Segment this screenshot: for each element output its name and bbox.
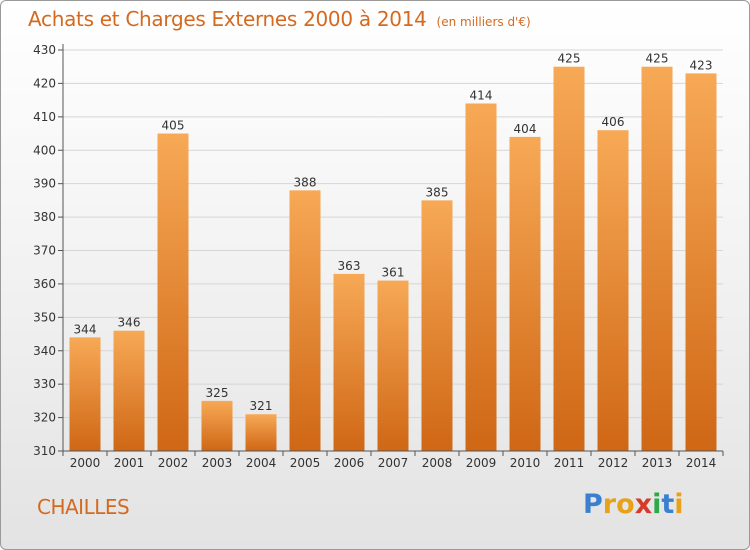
bar-2003 <box>201 400 233 451</box>
x-tick-label: 2000 <box>70 456 101 470</box>
y-tick-label: 400 <box>33 143 56 157</box>
data-label-2000: 344 <box>74 322 97 336</box>
bar-2005 <box>289 190 321 451</box>
logo-letter: P <box>583 489 603 520</box>
x-tick-label: 2001 <box>114 456 145 470</box>
bar-2000 <box>69 337 101 451</box>
chart-title: Achats et Charges Externes 2000 à 2014 <box>28 7 427 31</box>
bar-2009 <box>465 103 497 451</box>
y-tick-label: 390 <box>33 177 56 191</box>
data-label-2008: 385 <box>426 185 449 199</box>
y-tick-label: 370 <box>33 244 56 258</box>
x-tick-label: 2005 <box>290 456 321 470</box>
x-tick-label: 2002 <box>158 456 189 470</box>
y-tick-label: 360 <box>33 277 56 291</box>
logo-letter: t <box>661 489 675 520</box>
bar-2004 <box>245 414 277 451</box>
x-tick-label: 2003 <box>202 456 233 470</box>
data-label-2003: 325 <box>206 386 229 400</box>
data-label-2010: 404 <box>514 122 537 136</box>
x-tick-label: 2007 <box>378 456 409 470</box>
bar-2011 <box>553 66 585 451</box>
bar-2006 <box>333 273 365 451</box>
data-label-2005: 388 <box>294 175 317 189</box>
axes: 310 320 330 340 350 360 370 380 390 400 410 420 430 2… <box>33 43 724 470</box>
data-label-2002: 405 <box>162 119 185 133</box>
y-tick-label: 330 <box>33 377 56 391</box>
proxiti-logo: Proxiti <box>583 489 684 520</box>
bar-2007 <box>377 280 409 451</box>
data-label-2007: 361 <box>382 266 405 280</box>
data-label-2004: 321 <box>250 399 273 413</box>
bar-2014 <box>685 73 717 452</box>
x-tick-label: 2011 <box>554 456 585 470</box>
y-tick-label: 430 <box>33 43 56 57</box>
data-label-2001: 346 <box>118 316 141 330</box>
x-tick-label: 2009 <box>466 456 497 470</box>
logo-letter: i <box>674 489 684 520</box>
x-tick-label: 2006 <box>334 456 365 470</box>
chart-title-block: Achats et Charges Externes 2000 à 2014 (e… <box>28 7 531 31</box>
data-label-2009: 414 <box>470 88 493 102</box>
commune-name: CHAILLES <box>37 495 130 519</box>
logo-letter: o <box>616 489 635 520</box>
y-tick-label: 320 <box>33 411 56 425</box>
x-tick-label: 2012 <box>598 456 629 470</box>
bar-2013 <box>641 66 673 451</box>
y-tick-label: 310 <box>33 444 56 458</box>
bar-2001 <box>113 330 145 451</box>
logo-letter: i <box>652 489 662 520</box>
y-tick-label: 410 <box>33 110 56 124</box>
x-tick-label: 2008 <box>422 456 453 470</box>
bar-2010 <box>509 136 541 451</box>
y-tick-label: 420 <box>33 76 56 90</box>
bar-2008 <box>421 200 453 451</box>
data-label-2011: 425 <box>558 52 581 66</box>
data-label-2012: 406 <box>602 115 625 129</box>
chart-unit: (en milliers d'€) <box>436 15 531 29</box>
bar-2012 <box>597 130 629 451</box>
y-tick-label: 350 <box>33 310 56 324</box>
data-label-2013: 425 <box>646 52 669 66</box>
y-tick-label: 340 <box>33 344 56 358</box>
bar-2002 <box>157 133 189 451</box>
bars: 344 346 405 325 321 388 363 361 385 414 404 425 406 4… <box>69 52 717 452</box>
x-tick-label: 2014 <box>686 456 717 470</box>
x-tick-label: 2013 <box>642 456 673 470</box>
logo-letter: r <box>602 489 617 520</box>
y-tick-label: 380 <box>33 210 56 224</box>
x-tick-label: 2004 <box>246 456 277 470</box>
x-tick-label: 2010 <box>510 456 541 470</box>
data-label-2006: 363 <box>338 259 361 273</box>
logo-letter: x <box>634 489 653 520</box>
data-label-2014: 423 <box>690 58 713 72</box>
